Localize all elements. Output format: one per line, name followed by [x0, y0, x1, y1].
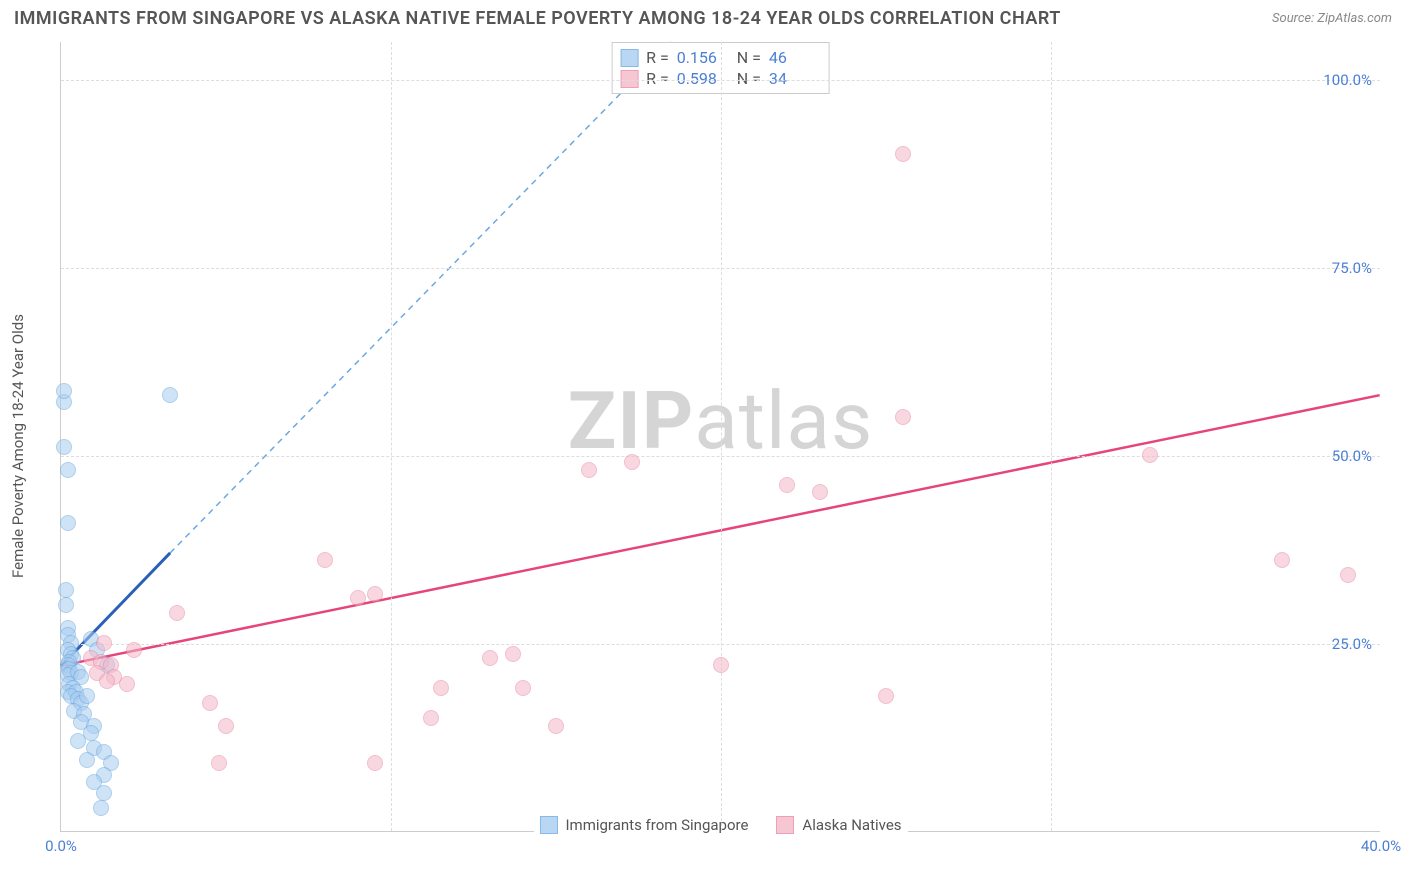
scatter-plot-area: ZIPatlas R =0.156N =46R =0.598N =34 Immi… [60, 42, 1380, 832]
stat-n-value: 46 [769, 48, 821, 67]
scatter-point [548, 718, 564, 734]
scatter-point [895, 409, 911, 425]
scatter-point [317, 552, 333, 568]
gridline-v [1051, 42, 1052, 831]
scatter-point [218, 718, 234, 734]
scatter-point [56, 439, 72, 455]
scatter-point [779, 477, 795, 493]
scatter-point [713, 657, 729, 673]
scatter-point [423, 710, 439, 726]
y-tick-label: 100.0% [1323, 71, 1372, 89]
chart-title: IMMIGRANTS FROM SINGAPORE VS ALASKA NATI… [14, 8, 1061, 29]
gridline-v [721, 42, 722, 831]
trend-line [170, 42, 671, 553]
legend-swatch [539, 816, 557, 834]
scatter-point [581, 462, 597, 478]
legend-swatch [620, 49, 638, 67]
scatter-point [624, 454, 640, 470]
scatter-point [162, 387, 178, 403]
scatter-point [367, 586, 383, 602]
source-label: Source: ZipAtlas.com [1272, 11, 1392, 26]
stat-n-label: N = [737, 48, 761, 67]
scatter-point [482, 650, 498, 666]
legend-swatch [620, 70, 638, 88]
scatter-point [350, 590, 366, 606]
scatter-point [56, 383, 72, 399]
scatter-point [895, 146, 911, 162]
scatter-point [79, 688, 95, 704]
legend-item: Alaska Natives [776, 816, 901, 834]
trend-line [61, 553, 170, 666]
scatter-point [93, 800, 109, 816]
scatter-point [58, 597, 74, 613]
scatter-point [60, 515, 76, 531]
y-tick-label: 25.0% [1332, 635, 1372, 653]
scatter-point [1142, 447, 1158, 463]
y-tick-label: 50.0% [1332, 447, 1372, 465]
scatter-point [126, 642, 142, 658]
stat-r-label: R = [646, 48, 669, 67]
x-tick-label: 0.0% [45, 837, 77, 855]
x-tick-label: 40.0% [1361, 837, 1401, 855]
scatter-point [812, 484, 828, 500]
scatter-point [211, 755, 227, 771]
scatter-point [119, 676, 135, 692]
scatter-point [878, 688, 894, 704]
legend-swatch [776, 816, 794, 834]
scatter-point [433, 680, 449, 696]
gridline-v [391, 42, 392, 831]
scatter-point [96, 635, 112, 651]
stat-r-label: R = [646, 69, 669, 88]
scatter-point [58, 582, 74, 598]
y-tick-label: 75.0% [1332, 259, 1372, 277]
scatter-point [60, 462, 76, 478]
legend-item: Immigrants from Singapore [539, 816, 748, 834]
scatter-point [169, 605, 185, 621]
scatter-point [515, 680, 531, 696]
scatter-point [99, 673, 115, 689]
scatter-point [505, 646, 521, 662]
scatter-point [202, 695, 218, 711]
scatter-point [1274, 552, 1290, 568]
y-axis-title: Female Poverty Among 18-24 Year Olds [9, 314, 27, 578]
scatter-point [1340, 567, 1356, 583]
stat-n-value: 34 [769, 69, 821, 88]
scatter-point [367, 755, 383, 771]
scatter-point [70, 733, 86, 749]
stat-n-label: N = [737, 69, 761, 88]
scatter-point [96, 785, 112, 801]
scatter-point [79, 752, 95, 768]
legend-label: Alaska Natives [802, 816, 901, 834]
